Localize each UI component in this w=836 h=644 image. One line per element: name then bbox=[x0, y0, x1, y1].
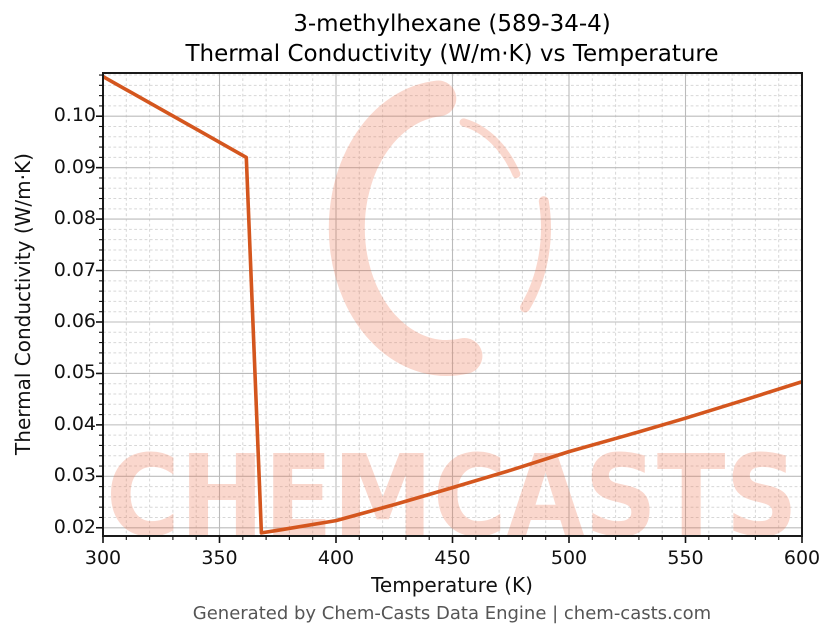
chart-title-line2: Thermal Conductivity (W/m·K) vs Temperat… bbox=[185, 41, 719, 67]
x-axis-label: Temperature (K) bbox=[371, 573, 533, 597]
chart-title-line1: 3-methylhexane (589-34-4) bbox=[293, 11, 611, 37]
chemcasts-watermark: CHEMCASTS bbox=[106, 80, 798, 562]
chemcasts-logo-arc-accent-right bbox=[520, 196, 551, 313]
watermark-text: CHEMCASTS bbox=[106, 432, 798, 562]
axes-spines-and-ticks bbox=[96, 72, 803, 543]
data-series bbox=[103, 75, 802, 535]
series-line-thermal-conductivity-vs-temperature bbox=[103, 75, 802, 535]
footer-attribution: Generated by Chem-Casts Data Engine | ch… bbox=[192, 603, 712, 624]
chemcasts-logo-arc-main bbox=[328, 80, 483, 376]
y-axis-label: Thermal Conductivity (W/m·K) bbox=[11, 153, 35, 455]
chemcasts-logo-arc-accent-top bbox=[459, 118, 521, 178]
grid-lines bbox=[102, 73, 803, 536]
chart-title: 3-methylhexane (589-34-4) Thermal Conduc… bbox=[185, 9, 718, 69]
